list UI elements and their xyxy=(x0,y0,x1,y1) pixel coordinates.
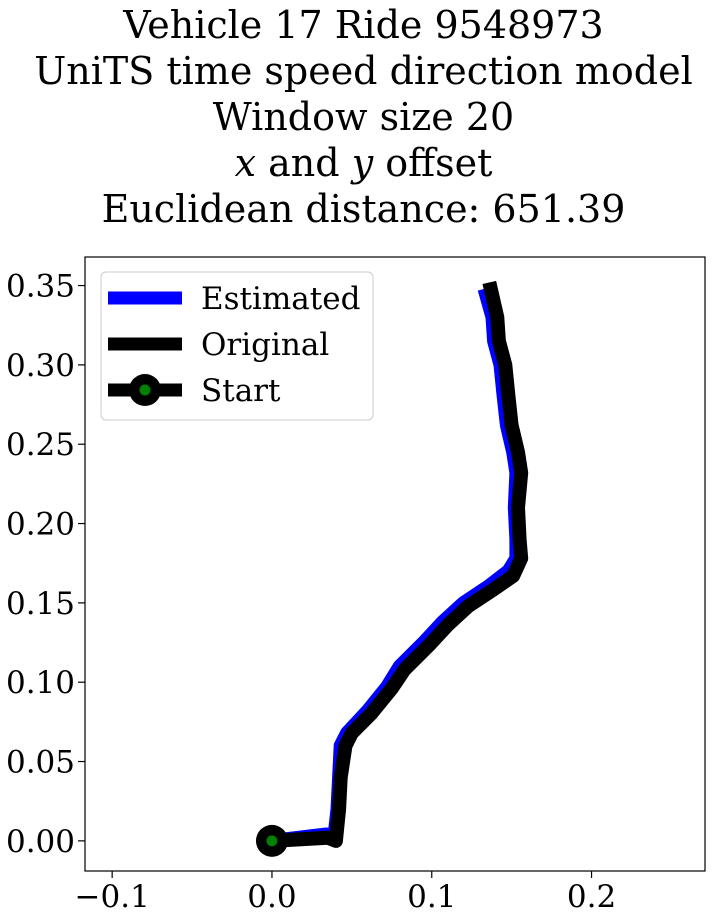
title-line-3: Window size 20 xyxy=(212,95,515,139)
title-y-var: y xyxy=(351,141,374,185)
title-line-1: Vehicle 17 Ride 9548973 xyxy=(123,3,604,47)
x-tick-label-3: 0.2 xyxy=(567,879,616,915)
title-x-var: x xyxy=(234,141,257,185)
legend-label-estimated: Estimated xyxy=(201,281,360,317)
y-tick-label-0: 0.00 xyxy=(6,824,75,860)
marker-layer xyxy=(255,824,288,857)
y-tick-label-4: 0.20 xyxy=(6,507,75,543)
legend-box xyxy=(100,271,374,421)
y-tick-label-5: 0.25 xyxy=(6,427,75,463)
title-and: and xyxy=(256,141,352,185)
series-line-original xyxy=(271,280,529,848)
legend-label-original: Original xyxy=(201,327,329,363)
y-tick-label-3: 0.15 xyxy=(6,586,75,622)
y-tick-label-1: 0.05 xyxy=(6,745,75,781)
y-tick-label-6: 0.30 xyxy=(6,348,75,384)
title-line-5: Euclidean distance: 651.39 xyxy=(101,187,626,231)
title-offset-suffix: offset xyxy=(373,141,493,185)
title-line-4: x and y offset xyxy=(0,140,727,186)
x-tick-label-2: 0.1 xyxy=(407,879,456,915)
series-layer xyxy=(271,280,529,848)
x-tick-label-0: −0.1 xyxy=(75,879,150,915)
start-marker-center xyxy=(266,835,278,847)
legend-marker-center-start xyxy=(139,384,151,396)
title-line-2: UniTS time speed direction model xyxy=(34,49,693,93)
chart-title: Vehicle 17 Ride 9548973 UniTS time speed… xyxy=(0,2,727,232)
y-tick-label-2: 0.10 xyxy=(6,665,75,701)
axes-frame xyxy=(84,256,706,872)
legend-label-start: Start xyxy=(201,373,281,409)
y-tick-label-7: 0.35 xyxy=(6,269,75,305)
tick-layer: −0.1 0.0 0.1 0.2 0.00 0.05 0.10 0.15 0.20 0.25 0.3… xyxy=(6,269,616,915)
legend: Estimated Original Start xyxy=(100,271,374,421)
x-tick-label-1: 0.0 xyxy=(247,879,296,915)
